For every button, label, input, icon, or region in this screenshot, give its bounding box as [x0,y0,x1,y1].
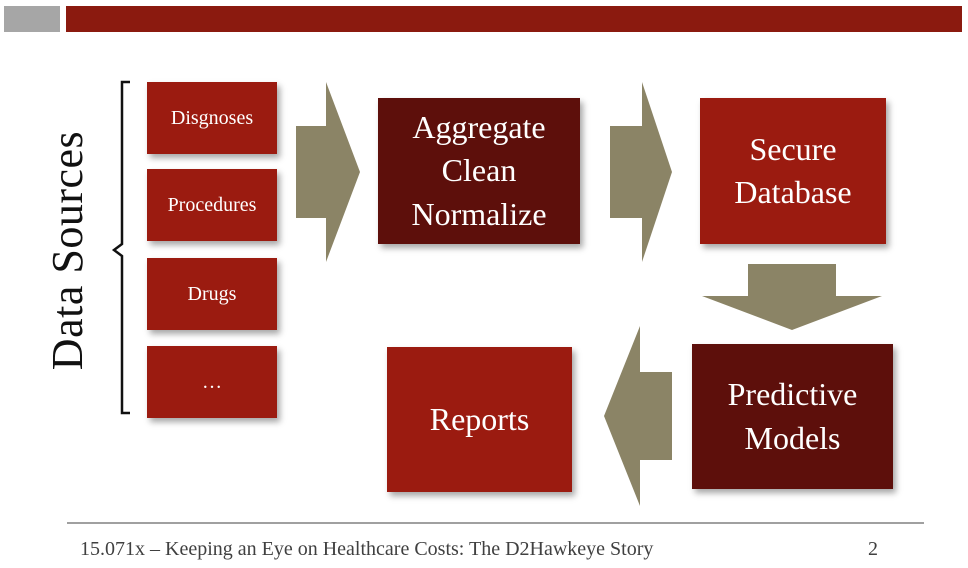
source-box-procedures: Procedures [147,169,277,241]
source-label-procedures: Procedures [167,193,257,216]
stage-predictive-models-label: Predictive Models [727,376,858,456]
arrow-left-icon [604,326,672,506]
stage-aggregate-box: Aggregate Clean Normalize [378,98,580,244]
header-red-bar [66,6,962,32]
footer-text: 15.071x – Keeping an Eye on Healthcare C… [80,538,654,560]
stage-secure-database-box: Secure Database [700,98,886,244]
stage-secure-database-label: Secure Database [734,130,852,210]
source-box-diagnoses: Disgnoses [147,82,277,154]
stage-predictive-models-box: Predictive Models [692,344,893,489]
data-sources-title-wrap: Data Sources [38,100,98,400]
arrow-down-icon [702,264,882,330]
source-box-more: … [147,346,277,418]
header-grey-block [4,6,60,32]
stage-aggregate-label: Aggregate Clean Normalize [411,109,547,232]
stage-reports-box: Reports [387,347,572,492]
arrow-right-icon-1 [296,82,360,262]
source-label-diagnoses: Disgnoses [170,106,254,129]
source-label-drugs: Drugs [187,282,237,305]
stage-reports-label: Reports [429,400,530,437]
source-box-drugs: Drugs [147,258,277,330]
source-label-more: … [202,370,222,393]
curly-brace-icon [111,80,130,415]
page-number: 2 [868,538,878,560]
arrow-right-icon-2 [610,82,672,262]
data-sources-title: Data Sources [43,130,93,370]
footer-divider [67,522,924,524]
